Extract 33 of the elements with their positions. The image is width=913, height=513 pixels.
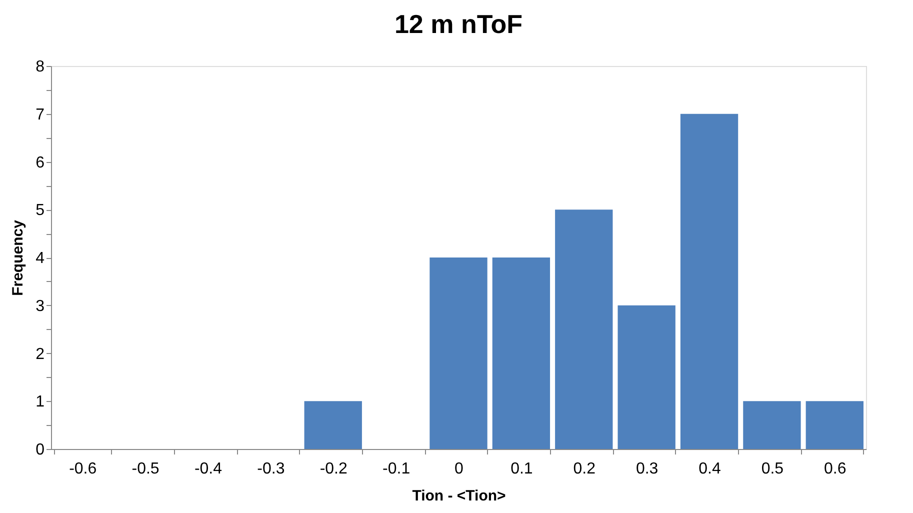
x-tick-label: -0.5 — [132, 460, 160, 478]
bar — [806, 401, 864, 449]
x-axis-title: Tion - <Tion> — [412, 488, 506, 504]
bar — [680, 114, 738, 449]
y-tick-label: 6 — [36, 154, 45, 172]
y-tick-label: 8 — [36, 58, 45, 76]
bar — [304, 401, 362, 449]
x-tick-label: 0 — [454, 460, 464, 478]
bar — [492, 258, 550, 449]
y-tick-label: 5 — [36, 202, 45, 220]
y-tick-label: 4 — [36, 250, 45, 267]
x-tick-label: 0.2 — [573, 460, 596, 478]
x-tick-label: 0.3 — [636, 460, 658, 478]
y-tick-label: 3 — [36, 298, 45, 315]
chart-title: 12 m nToF — [394, 9, 523, 39]
bar — [618, 305, 676, 449]
x-tick-label: -0.6 — [69, 460, 97, 478]
bar — [430, 258, 488, 449]
x-tick-label: 0.1 — [510, 460, 533, 478]
x-tick-label: -0.1 — [382, 460, 410, 478]
bar — [743, 401, 801, 449]
x-tick-label: 0.4 — [698, 460, 721, 478]
bar — [555, 210, 613, 449]
y-tick-label: 7 — [36, 106, 45, 124]
y-tick-label: 2 — [36, 346, 45, 363]
x-tick-label: -0.4 — [194, 460, 222, 478]
x-tick-label: 0.5 — [761, 460, 784, 478]
x-tick-label: 0.6 — [824, 460, 846, 478]
y-tick-label: 1 — [36, 394, 45, 411]
y-axis-title: Frequency — [10, 219, 27, 296]
x-tick-label: -0.2 — [320, 460, 348, 478]
y-tick-label: 0 — [36, 442, 45, 458]
x-tick-label: -0.3 — [257, 460, 285, 478]
